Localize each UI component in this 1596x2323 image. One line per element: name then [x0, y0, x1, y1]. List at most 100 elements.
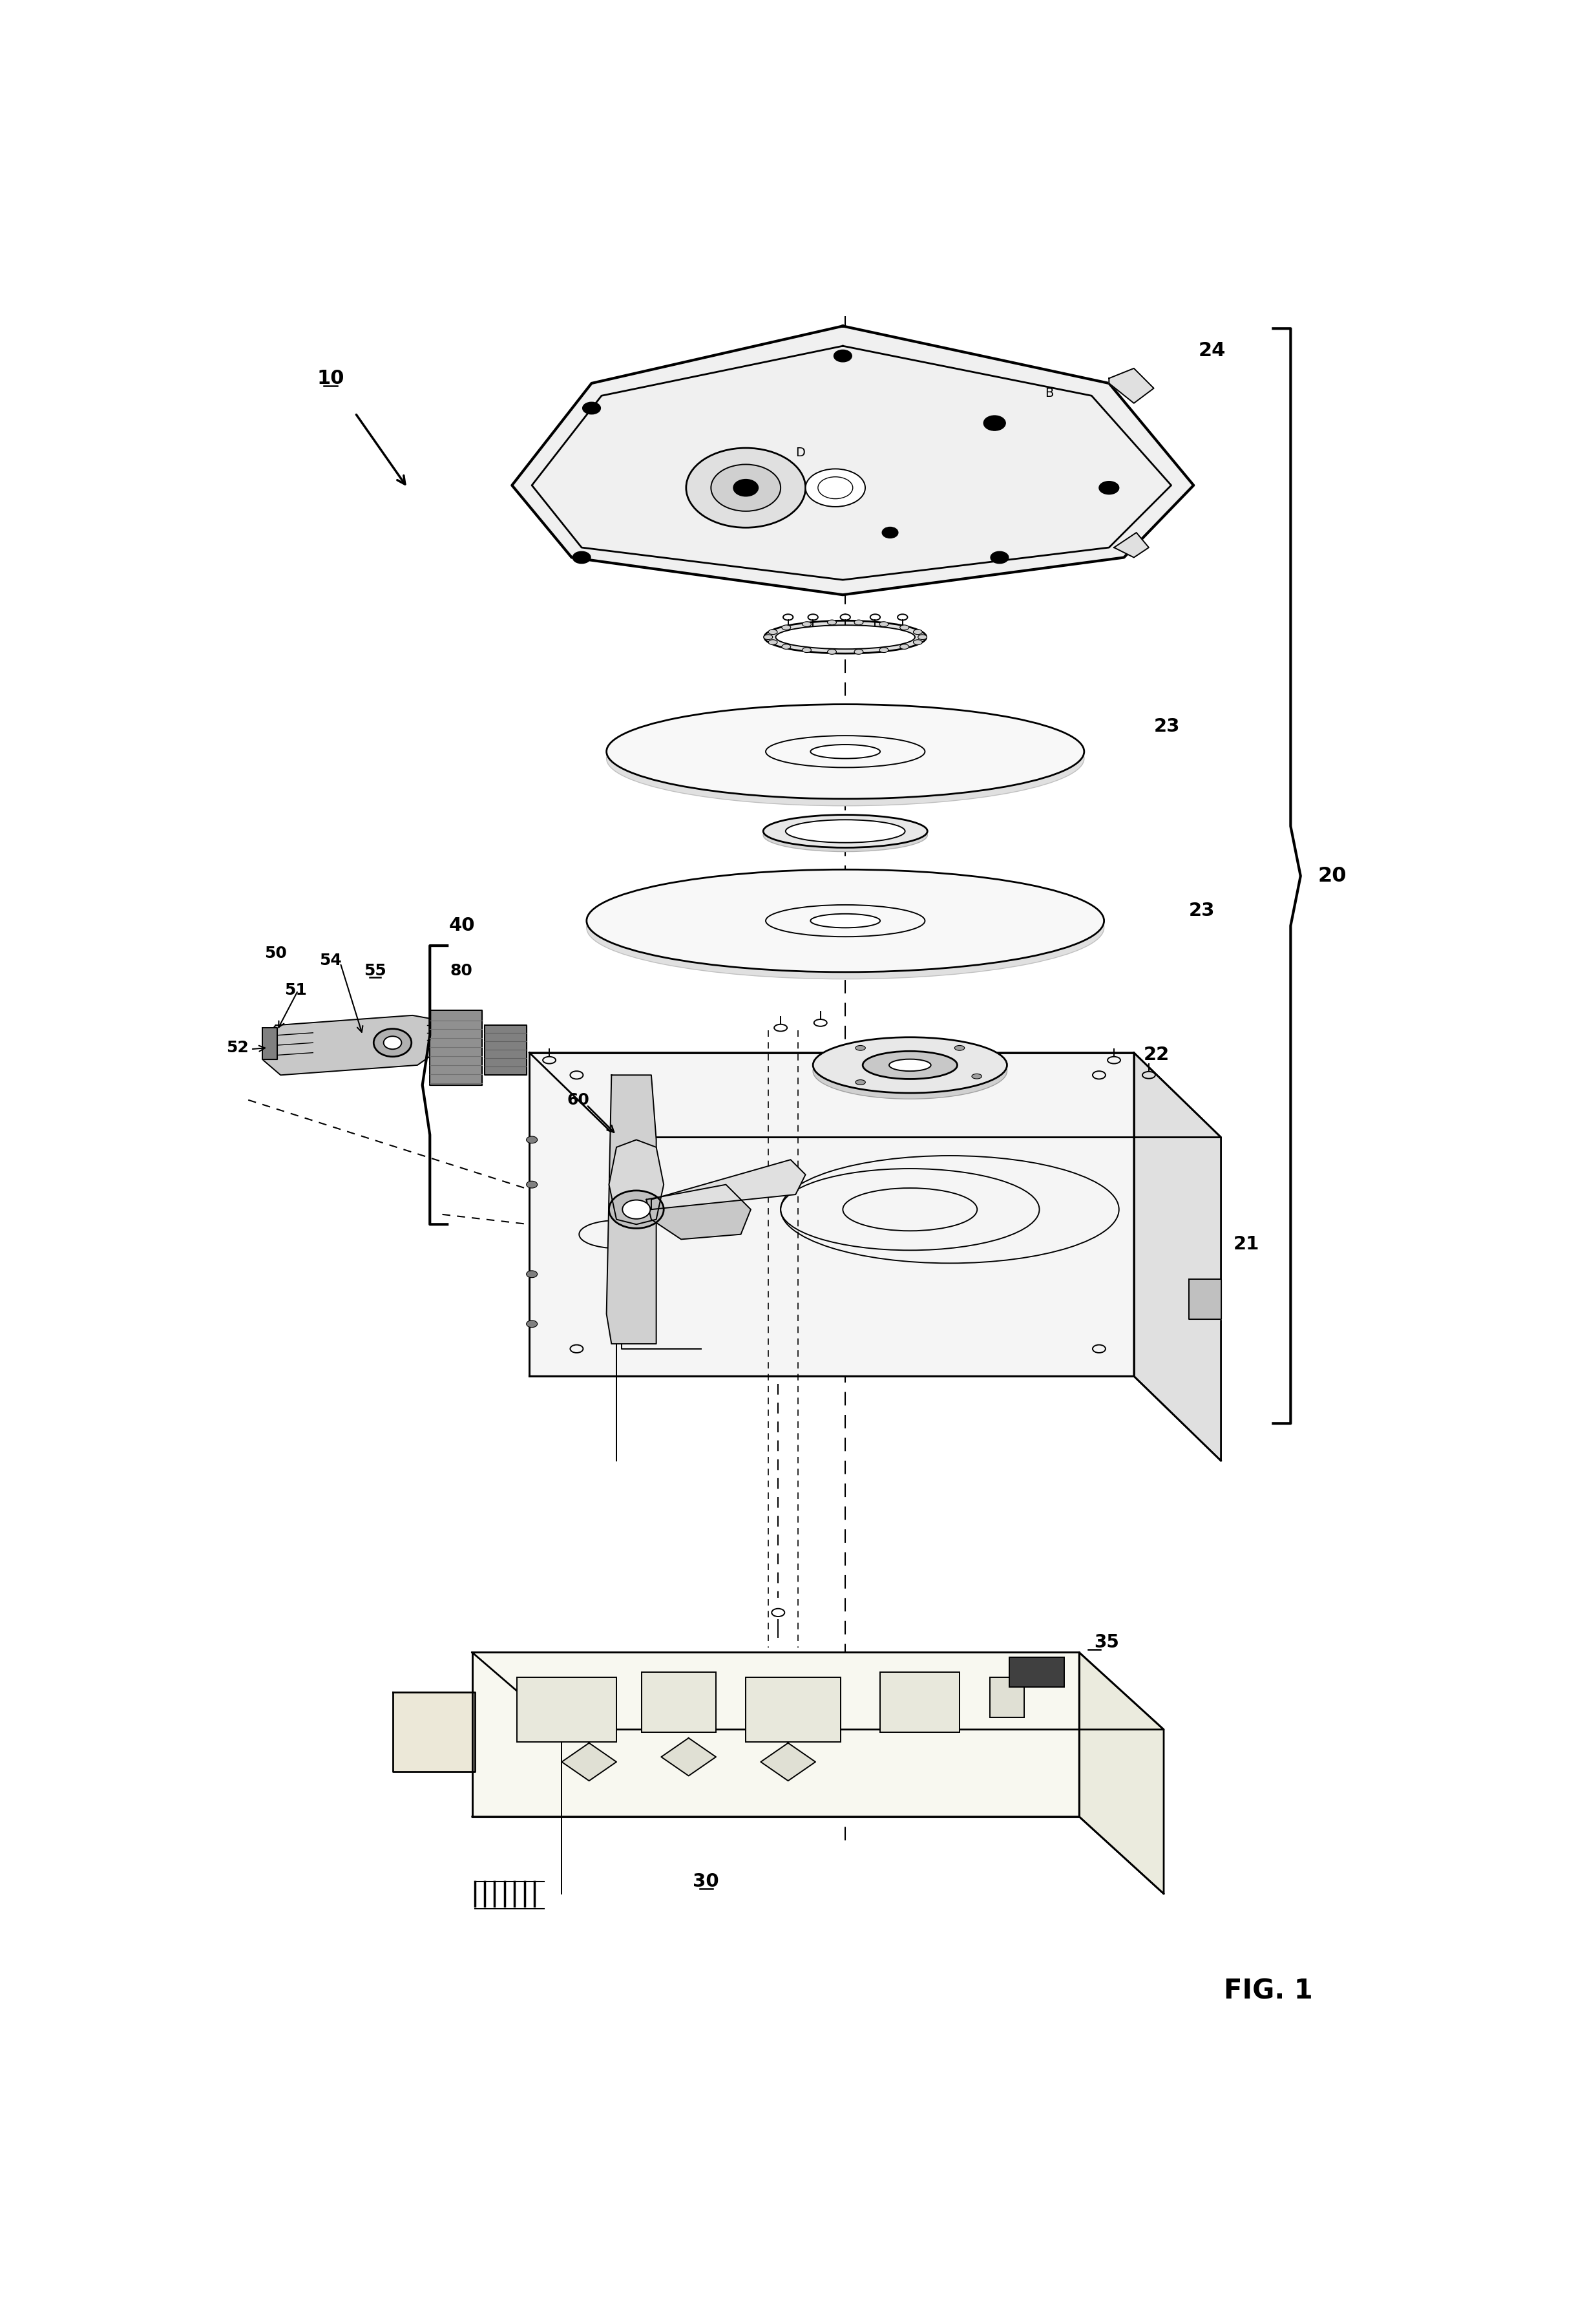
Text: 52: 52 — [227, 1041, 249, 1055]
Ellipse shape — [841, 613, 851, 620]
Ellipse shape — [870, 613, 879, 620]
Ellipse shape — [855, 1080, 865, 1085]
Bar — [879, 1673, 959, 1733]
Polygon shape — [393, 1691, 474, 1772]
Text: 23: 23 — [1189, 901, 1215, 920]
Ellipse shape — [863, 1052, 958, 1080]
Ellipse shape — [776, 625, 915, 648]
Bar — [745, 1677, 841, 1742]
Ellipse shape — [768, 639, 777, 646]
Bar — [1010, 1656, 1065, 1686]
Text: 60: 60 — [567, 1092, 589, 1108]
Polygon shape — [1109, 369, 1154, 404]
Polygon shape — [1133, 1052, 1221, 1461]
Polygon shape — [1189, 1280, 1221, 1319]
Ellipse shape — [854, 620, 863, 625]
Ellipse shape — [991, 551, 1009, 564]
Ellipse shape — [606, 711, 1084, 806]
Ellipse shape — [855, 1045, 865, 1050]
Ellipse shape — [918, 634, 927, 639]
Ellipse shape — [811, 913, 879, 927]
Polygon shape — [1114, 532, 1149, 558]
Ellipse shape — [806, 469, 865, 506]
Ellipse shape — [803, 648, 811, 653]
Polygon shape — [646, 1185, 750, 1238]
Ellipse shape — [764, 634, 772, 639]
Ellipse shape — [833, 351, 852, 362]
Polygon shape — [262, 1027, 278, 1059]
Polygon shape — [562, 1742, 616, 1782]
Ellipse shape — [900, 625, 908, 630]
Ellipse shape — [803, 623, 811, 627]
Text: 30: 30 — [693, 1872, 720, 1891]
Ellipse shape — [972, 1073, 982, 1078]
Ellipse shape — [811, 746, 879, 760]
Text: FIG. 1: FIG. 1 — [1224, 1977, 1314, 2005]
Ellipse shape — [587, 869, 1104, 971]
Text: 22: 22 — [1144, 1045, 1170, 1064]
Ellipse shape — [686, 448, 806, 527]
Text: 10: 10 — [316, 369, 345, 388]
Polygon shape — [263, 1015, 442, 1076]
Ellipse shape — [710, 465, 780, 511]
Text: 54: 54 — [319, 952, 342, 969]
Ellipse shape — [827, 620, 836, 625]
Ellipse shape — [879, 623, 889, 627]
Ellipse shape — [782, 625, 790, 630]
Polygon shape — [472, 1652, 1163, 1731]
Ellipse shape — [900, 643, 908, 648]
Ellipse shape — [622, 1201, 650, 1220]
Ellipse shape — [879, 648, 889, 653]
Ellipse shape — [913, 639, 922, 646]
Ellipse shape — [784, 613, 793, 620]
Ellipse shape — [768, 630, 777, 634]
Ellipse shape — [827, 650, 836, 655]
Ellipse shape — [573, 551, 591, 564]
Ellipse shape — [763, 818, 927, 853]
Ellipse shape — [734, 479, 758, 497]
Ellipse shape — [1100, 481, 1119, 495]
Ellipse shape — [854, 650, 863, 655]
Polygon shape — [610, 1141, 664, 1224]
Ellipse shape — [527, 1136, 538, 1143]
Ellipse shape — [763, 815, 927, 848]
Polygon shape — [761, 1742, 816, 1782]
Ellipse shape — [889, 1059, 930, 1071]
Polygon shape — [429, 1011, 482, 1085]
Text: D: D — [796, 446, 806, 460]
Text: B: B — [1045, 388, 1053, 400]
Ellipse shape — [606, 704, 1084, 799]
Polygon shape — [530, 1052, 1221, 1138]
Text: 51: 51 — [284, 983, 306, 999]
Ellipse shape — [808, 613, 817, 620]
Ellipse shape — [897, 613, 908, 620]
Text: 55: 55 — [364, 962, 386, 978]
Ellipse shape — [954, 1045, 964, 1050]
Ellipse shape — [583, 402, 600, 413]
Ellipse shape — [913, 630, 922, 634]
Ellipse shape — [383, 1036, 402, 1050]
Text: 21: 21 — [1234, 1236, 1259, 1254]
Text: 35: 35 — [1095, 1633, 1119, 1652]
Text: 80: 80 — [450, 962, 472, 978]
Bar — [990, 1677, 1025, 1717]
Bar — [642, 1673, 717, 1733]
Ellipse shape — [782, 643, 790, 648]
Ellipse shape — [883, 527, 899, 539]
Text: 20: 20 — [1318, 866, 1347, 885]
Ellipse shape — [812, 1038, 1007, 1094]
Polygon shape — [485, 1024, 527, 1076]
Ellipse shape — [527, 1180, 538, 1187]
Polygon shape — [530, 1052, 1133, 1375]
Ellipse shape — [785, 820, 905, 843]
Ellipse shape — [527, 1271, 538, 1278]
Polygon shape — [651, 1159, 806, 1210]
Ellipse shape — [812, 1043, 1007, 1099]
Polygon shape — [1079, 1652, 1163, 1893]
Text: 40: 40 — [448, 918, 476, 934]
Text: 23: 23 — [1154, 718, 1179, 736]
Ellipse shape — [373, 1029, 412, 1057]
Bar — [517, 1677, 616, 1742]
Text: 24: 24 — [1199, 341, 1226, 360]
Polygon shape — [661, 1738, 717, 1775]
